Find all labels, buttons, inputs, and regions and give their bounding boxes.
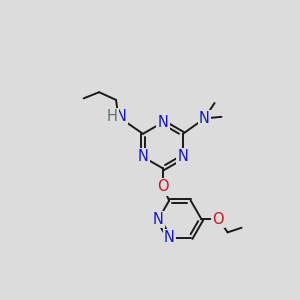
Text: N: N [116, 109, 127, 124]
Text: H: H [107, 109, 118, 124]
Text: O: O [157, 179, 169, 194]
Text: N: N [137, 149, 148, 164]
Text: N: N [199, 111, 210, 126]
Text: O: O [213, 212, 224, 227]
Text: N: N [153, 212, 164, 227]
Text: N: N [178, 149, 188, 164]
Text: N: N [158, 115, 168, 130]
Text: N: N [164, 230, 175, 245]
